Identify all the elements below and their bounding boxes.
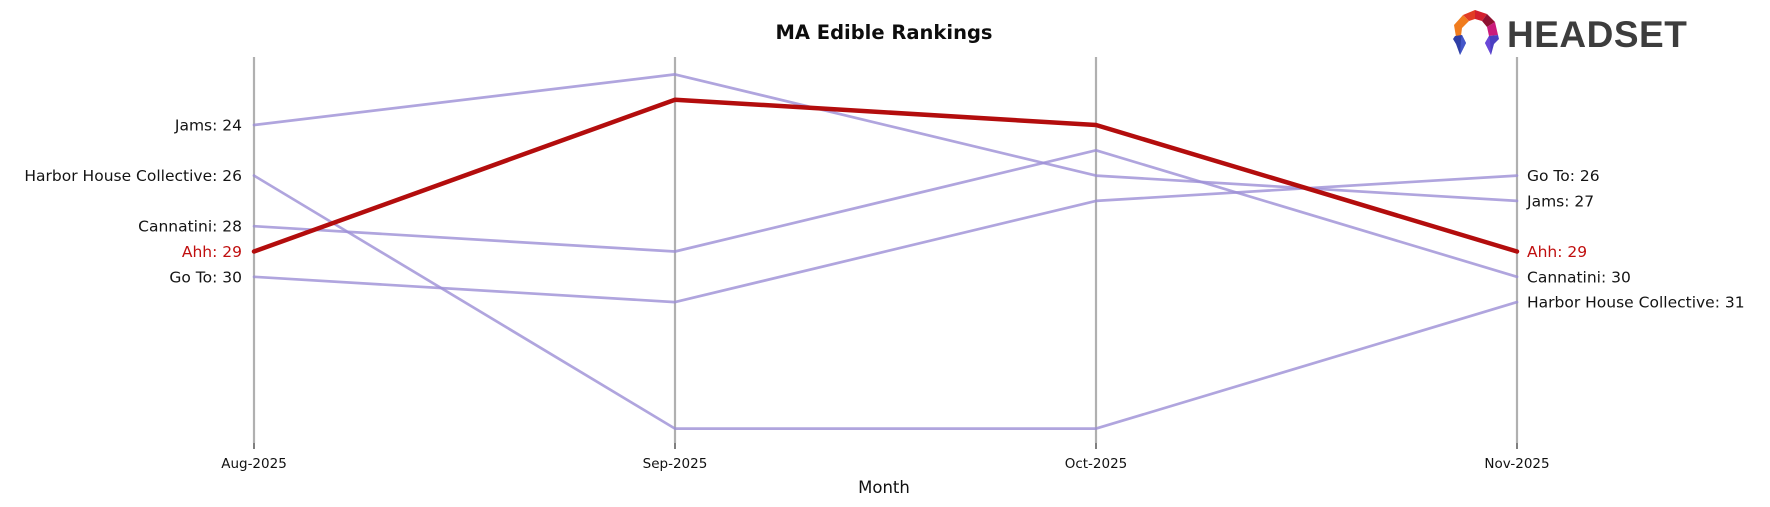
right-label-cannatini: Cannatini: 30	[1527, 268, 1631, 286]
x-axis-title: Month	[858, 478, 910, 497]
right-label-go-to: Go To: 26	[1527, 167, 1600, 185]
right-label-jams: Jams: 27	[1526, 192, 1594, 210]
chart-title: MA Edible Rankings	[775, 21, 992, 44]
left-label-cannatini: Cannatini: 28	[138, 218, 242, 236]
headset-logo-icon	[1453, 10, 1499, 55]
headset-logo-wordmark: HEADSET	[1507, 13, 1688, 55]
series-line-cannatini	[252, 148, 1519, 279]
right-label-ahh: Ahh: 29	[1527, 243, 1587, 261]
x-tick-label-Aug-2025: Aug-2025	[221, 456, 287, 472]
series-line-ahh	[251, 97, 1520, 254]
left-label-ahh: Ahh: 29	[182, 243, 242, 261]
left-label-harbor-house-collective: Harbor House Collective: 26	[24, 167, 242, 185]
headset-logo: HEADSET	[1452, 8, 1687, 60]
left-label-go-to: Go To: 30	[169, 268, 242, 286]
right-label-harbor-house-collective: Harbor House Collective: 31	[1527, 294, 1745, 312]
x-tick-label-Sep-2025: Sep-2025	[643, 456, 708, 472]
x-tick-label-Oct-2025: Oct-2025	[1065, 456, 1128, 472]
left-label-jams: Jams: 24	[174, 117, 242, 135]
series-line-harbor-house-collective	[252, 174, 1519, 430]
x-tick-label-Nov-2025: Nov-2025	[1484, 456, 1549, 472]
